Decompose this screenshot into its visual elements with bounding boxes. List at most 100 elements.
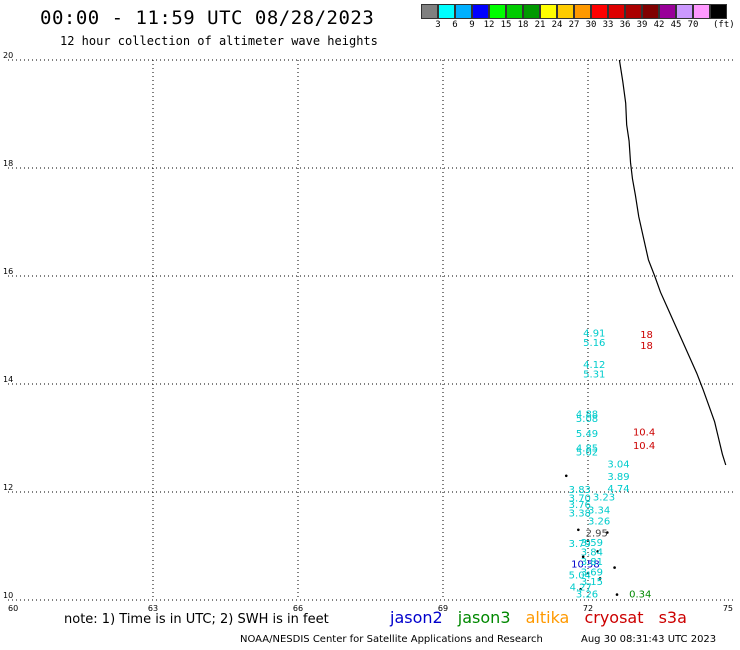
data-point-label: 3.59 bbox=[581, 538, 603, 549]
x-tick-label: 75 bbox=[723, 604, 733, 613]
color-scale-label: 24 bbox=[551, 20, 563, 30]
data-point-label: 4.74 bbox=[607, 484, 629, 495]
data-point-label: 2.95 bbox=[586, 528, 608, 539]
y-tick-label: 10 bbox=[3, 591, 13, 600]
data-point-label: 10.4 bbox=[633, 427, 655, 438]
color-swatch bbox=[659, 4, 676, 19]
color-scale-label: 70 bbox=[687, 20, 699, 30]
timestamp-text: Aug 30 08:31:43 UTC 2023 bbox=[581, 634, 717, 645]
island-mark bbox=[606, 531, 609, 534]
data-point-label: 10.58 bbox=[571, 560, 600, 571]
island-mark bbox=[564, 474, 568, 478]
color-scale-label: 42 bbox=[653, 20, 665, 30]
x-tick-label: 66 bbox=[293, 604, 303, 613]
color-swatch bbox=[693, 4, 710, 19]
coastline-path bbox=[618, 59, 727, 466]
island-mark bbox=[581, 555, 585, 559]
color-scale-label: 18 bbox=[517, 20, 529, 30]
y-tick-label: 18 bbox=[3, 159, 13, 168]
y-tick-label: 20 bbox=[3, 51, 13, 60]
y-tick-label: 16 bbox=[3, 267, 13, 276]
data-point-label: 3.23 bbox=[593, 493, 615, 504]
data-point-label: 4.12 bbox=[583, 360, 605, 371]
color-scale-label: 45 bbox=[670, 20, 682, 30]
data-point-label: 3.04 bbox=[607, 460, 629, 471]
data-point-label: 3.76 bbox=[569, 500, 591, 511]
color-swatch bbox=[557, 4, 574, 19]
color-scale-label: 12 bbox=[483, 20, 495, 30]
island-mark bbox=[596, 550, 599, 553]
color-scale-label: 30 bbox=[585, 20, 597, 30]
data-point-label: 5.08 bbox=[576, 414, 598, 425]
x-tick-label: 60 bbox=[8, 604, 18, 613]
data-point-label: 3.81 bbox=[581, 557, 603, 568]
data-point-label: 3.34 bbox=[588, 506, 610, 517]
data-point-label: 3.70 bbox=[569, 494, 591, 505]
island-mark bbox=[586, 539, 590, 542]
data-point-label: 3.79 bbox=[569, 539, 591, 550]
legend-altika: altika bbox=[525, 608, 570, 627]
data-point-label: 3.89 bbox=[607, 472, 629, 483]
data-point-label: 4.91 bbox=[583, 328, 605, 339]
data-point-label: 4.27 bbox=[570, 582, 592, 593]
x-tick-label: 72 bbox=[583, 604, 593, 613]
data-point-label: 18 bbox=[640, 330, 653, 341]
color-swatch bbox=[523, 4, 540, 19]
legend-jason3: jason3 bbox=[457, 608, 511, 627]
islands bbox=[564, 474, 619, 596]
data-point-label: 5.31 bbox=[583, 370, 605, 381]
data-point-label: 4.85 bbox=[576, 444, 598, 455]
y-tick-label: 14 bbox=[3, 375, 13, 384]
data-point-label: 3.26 bbox=[576, 589, 598, 600]
island-mark bbox=[577, 528, 580, 532]
data-point-label: 5.02 bbox=[576, 447, 598, 458]
y-tick-label: 12 bbox=[3, 483, 13, 492]
island-mark bbox=[579, 587, 583, 591]
credit-text: NOAA/NESDIS Center for Satellite Applica… bbox=[240, 634, 543, 645]
island-mark bbox=[598, 577, 602, 580]
color-swatch bbox=[625, 4, 642, 19]
chart-title: 00:00 - 11:59 UTC 08/28/2023 bbox=[40, 7, 375, 29]
data-point-label: 5.16 bbox=[583, 338, 605, 349]
legend-s3a: s3a bbox=[658, 608, 687, 627]
axis-labels: 10 12 14 16 18 20 60 63 66 69 72 75 bbox=[3, 51, 733, 613]
grid-lines bbox=[8, 59, 733, 601]
data-point-label: 3.15 bbox=[581, 577, 603, 588]
data-point-label: 0.34 bbox=[629, 589, 651, 600]
color-scale-label: 39 bbox=[636, 20, 648, 30]
color-swatch bbox=[591, 4, 608, 19]
color-scale-label: 3 bbox=[435, 20, 441, 30]
data-point-label: 5.49 bbox=[576, 429, 598, 440]
color-scale-unit: (ft) bbox=[713, 20, 735, 30]
legend-jason2: jason2 bbox=[390, 608, 443, 627]
satellite-legend: jason2 jason3 altika cryosat s3a bbox=[390, 608, 697, 627]
data-point-label: 3.26 bbox=[588, 516, 610, 527]
legend-cryosat: cryosat bbox=[584, 608, 644, 627]
data-point-label: 3.83 bbox=[569, 485, 591, 496]
x-tick-label: 69 bbox=[438, 604, 448, 613]
color-swatch bbox=[438, 4, 455, 19]
color-scale-label: 6 bbox=[452, 20, 458, 30]
color-swatch bbox=[608, 4, 625, 19]
color-swatch bbox=[421, 4, 438, 19]
color-scale-label: 9 bbox=[469, 20, 475, 30]
color-swatch bbox=[710, 4, 727, 19]
data-point-label: 3.84 bbox=[581, 548, 603, 559]
island-mark bbox=[586, 571, 590, 575]
color-swatch bbox=[540, 4, 557, 19]
color-swatch bbox=[676, 4, 693, 19]
color-scale-label: 15 bbox=[500, 20, 512, 30]
color-swatch bbox=[506, 4, 523, 19]
coastline bbox=[618, 59, 727, 466]
chart-subtitle: 12 hour collection of altimeter wave hei… bbox=[60, 34, 378, 48]
data-point-label: 3.69 bbox=[581, 568, 603, 579]
color-swatch bbox=[455, 4, 472, 19]
color-scale-label: 27 bbox=[568, 20, 580, 30]
data-point-label: 10.4 bbox=[633, 441, 655, 452]
color-scale-label: 33 bbox=[602, 20, 614, 30]
footnote: note: 1) Time is in UTC; 2) SWH is in fe… bbox=[64, 612, 329, 627]
color-swatch bbox=[489, 4, 506, 19]
color-scale-label: 36 bbox=[619, 20, 631, 30]
